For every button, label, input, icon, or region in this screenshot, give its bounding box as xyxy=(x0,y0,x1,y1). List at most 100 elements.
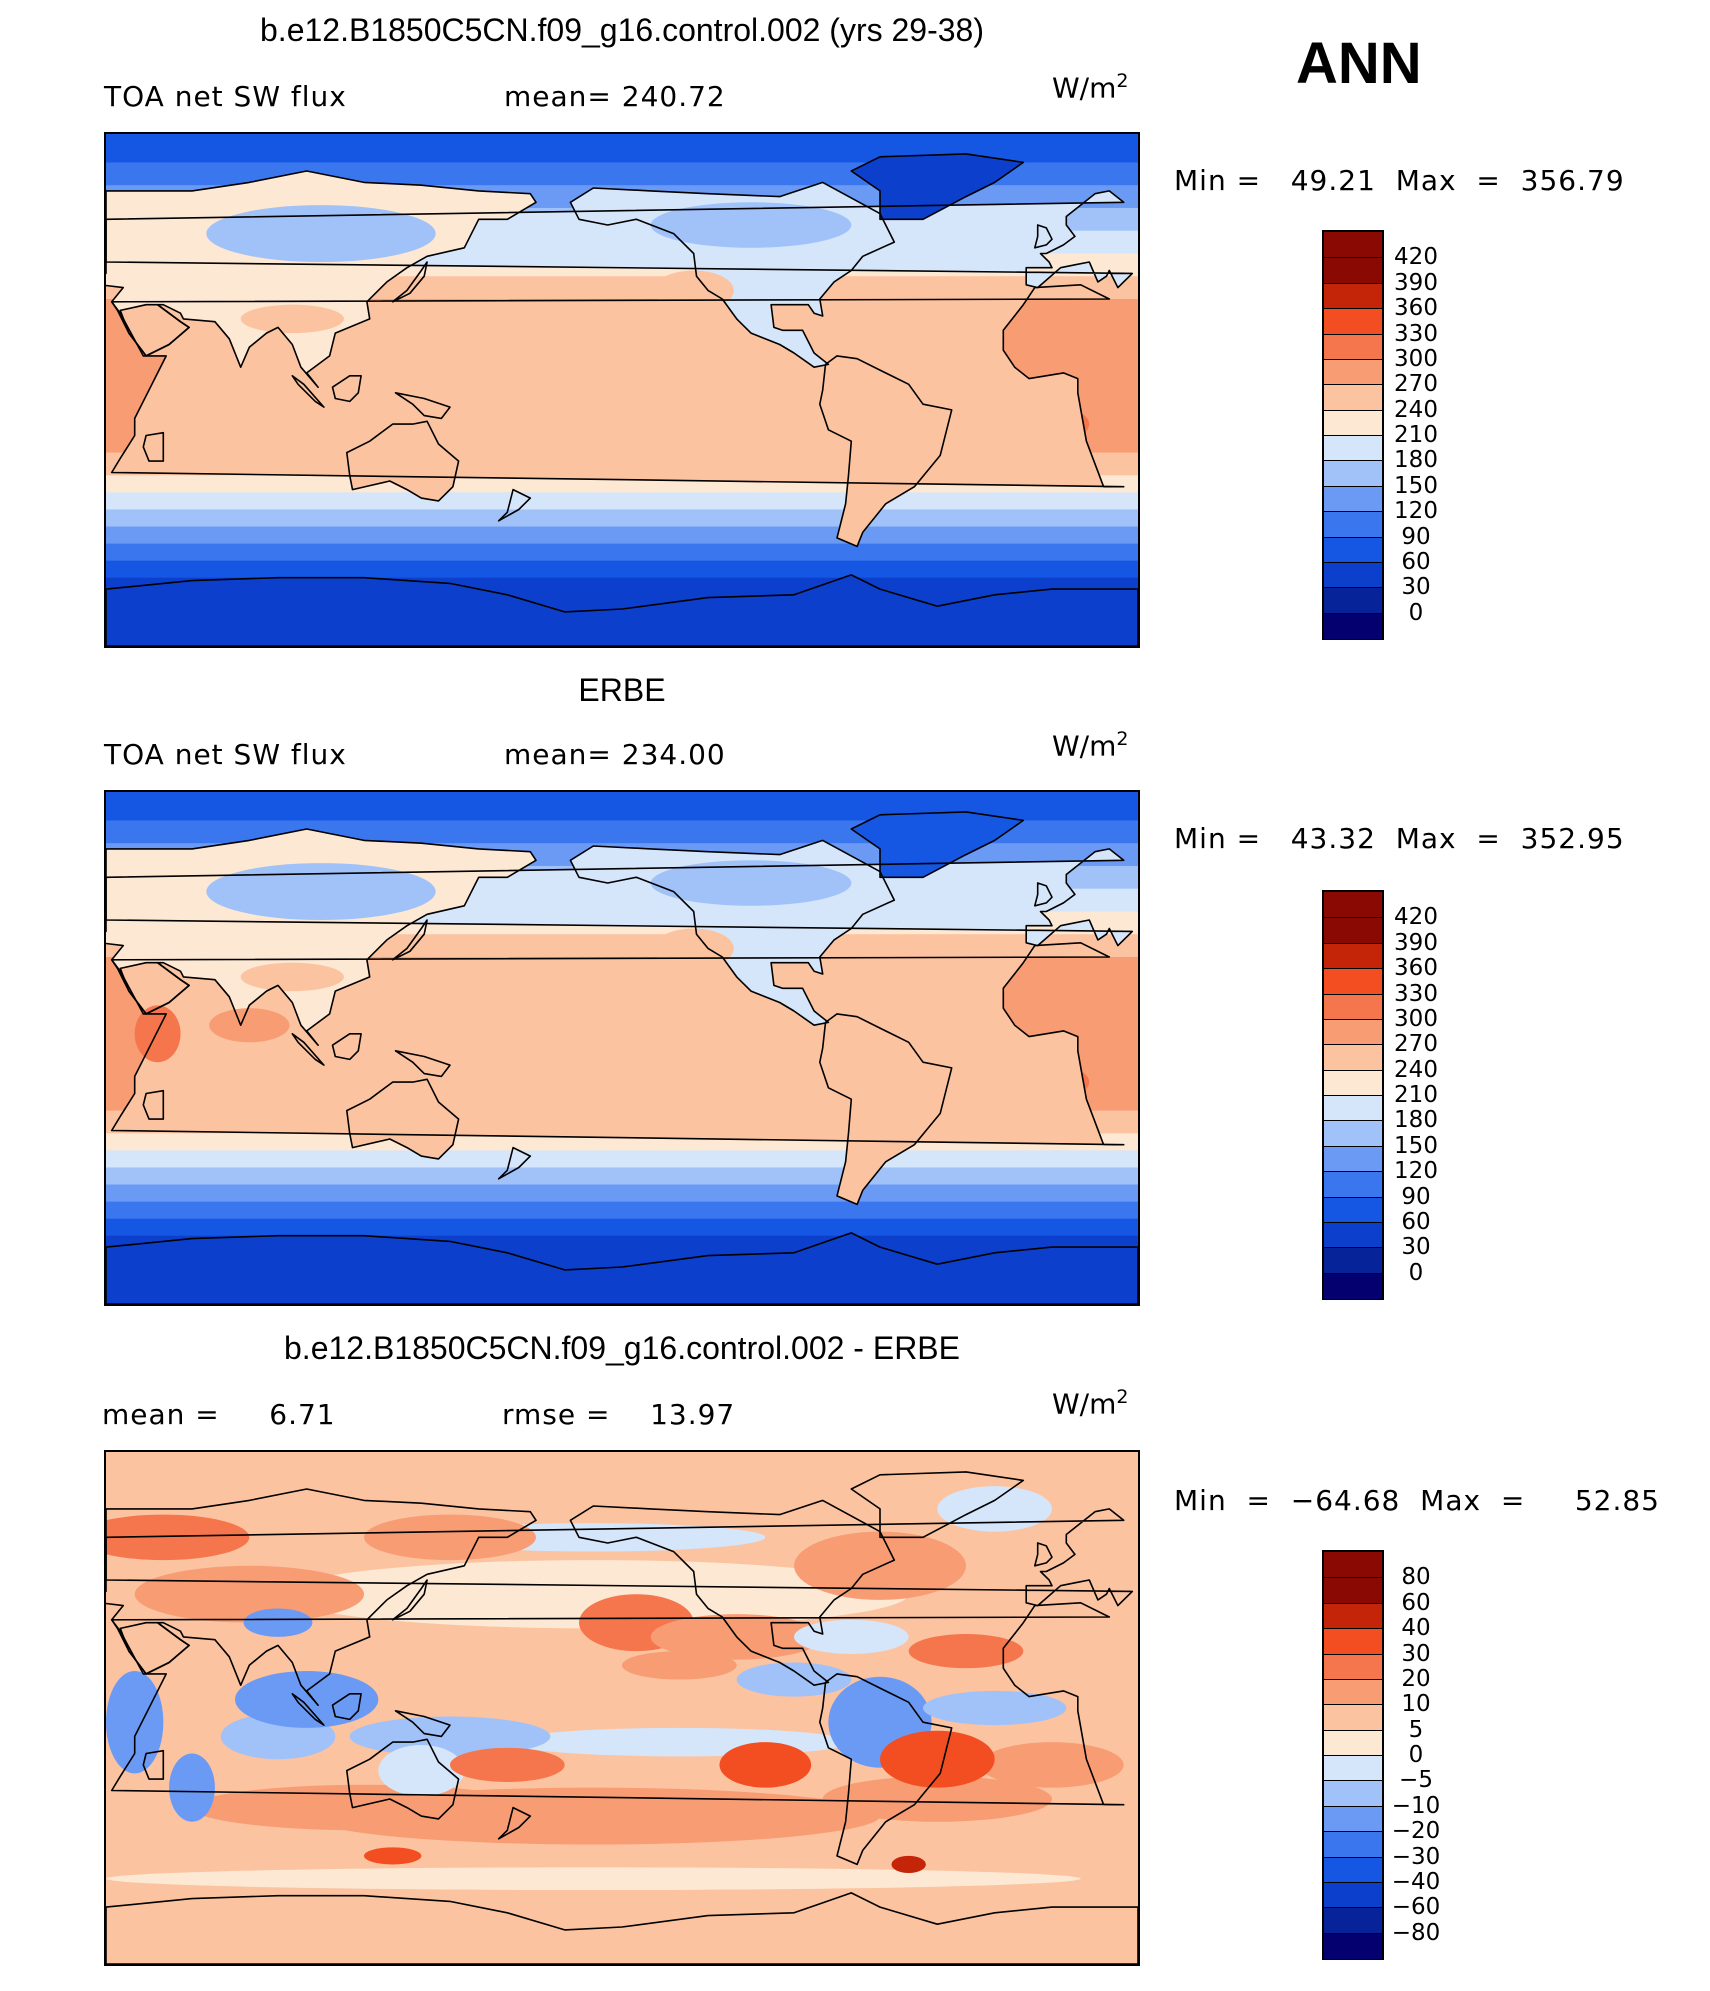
colorbar-boundary xyxy=(1324,1602,1382,1604)
coastline-australia xyxy=(346,1738,460,1820)
colorbar-boundary xyxy=(1324,1653,1382,1655)
zonal-band xyxy=(106,1167,1138,1186)
colorbar-tick-label: 90 xyxy=(1401,1183,1431,1210)
colorbar-swatch xyxy=(1324,1272,1382,1299)
coastline-sumatra xyxy=(291,1033,325,1066)
coastline-newzealand xyxy=(497,1806,532,1840)
colorbar-boundary xyxy=(1324,1095,1382,1096)
colorbar-swatch xyxy=(1324,1120,1382,1147)
coastline-newzealand xyxy=(497,488,532,522)
colorbar-tick-label: 30 xyxy=(1401,1640,1431,1667)
colorbar-swatch xyxy=(1324,1805,1382,1832)
zonal-band xyxy=(106,560,1138,579)
colorbar-tick-label: −60 xyxy=(1391,1894,1441,1921)
colorbar-tick-label: 150 xyxy=(1394,1132,1438,1159)
colorbar-swatch xyxy=(1324,892,1382,918)
colorbar-tick-label: 0 xyxy=(1408,1259,1424,1286)
colorbar-tick-label: 330 xyxy=(1394,320,1438,347)
colorbar-swatch xyxy=(1324,1653,1382,1680)
field-feature xyxy=(650,860,852,906)
colorbar-tick-label: 300 xyxy=(1394,1005,1438,1032)
zonal-band xyxy=(106,1184,1138,1203)
colorbar-tick-label: 60 xyxy=(1401,1589,1431,1616)
coastline-eurasia xyxy=(106,1488,537,1706)
land-field-arabia xyxy=(120,304,190,356)
difference-feature xyxy=(794,1619,909,1654)
difference-feature xyxy=(923,1690,1067,1726)
coastline-antarctica xyxy=(106,1892,1138,1964)
difference-feature xyxy=(278,1560,909,1629)
zonal-band xyxy=(106,1201,1138,1220)
coastline-arabia xyxy=(119,961,190,1015)
colorbar-boundary xyxy=(1324,308,1382,310)
colorbar-swatch xyxy=(1324,942,1382,969)
colorbar-swatch xyxy=(1324,1145,1382,1172)
colorbar-swatch xyxy=(1324,1095,1382,1121)
colorbar-boundary xyxy=(1324,485,1382,487)
coastline-australia xyxy=(346,420,460,502)
panel-2-title: ERBE xyxy=(578,672,666,708)
colorbar-tick-label: 60 xyxy=(1401,548,1431,575)
land-field-arabia xyxy=(120,962,190,1014)
coastline-borneo xyxy=(331,1693,362,1721)
coastline-sumatra xyxy=(291,1693,325,1726)
colorbar-boundary xyxy=(1324,511,1382,513)
difference-feature xyxy=(736,1662,852,1697)
coastline-eurasia xyxy=(106,828,537,1046)
colorbar-boundary xyxy=(1324,1069,1382,1071)
colorbar-boundary xyxy=(1324,409,1382,411)
coastline-madagascar xyxy=(142,431,165,462)
colorbar-swatch xyxy=(1324,1171,1382,1197)
colorbar-boundary xyxy=(1324,1145,1382,1147)
coastline-antarctica xyxy=(106,574,1138,646)
field-feature xyxy=(134,1005,181,1063)
colorbar-boundary xyxy=(1324,1044,1382,1046)
coastline-africa xyxy=(110,1602,1125,1806)
coastline-africa xyxy=(110,284,1125,488)
colorbar-tick-label: 120 xyxy=(1394,498,1438,525)
colorbar-swatch xyxy=(1324,1678,1382,1705)
difference-feature xyxy=(106,1671,164,1774)
colorbar-tick-label: 210 xyxy=(1394,422,1438,448)
colorbar-tick-label: 270 xyxy=(1394,1031,1438,1058)
field-feature xyxy=(650,202,852,248)
difference-feature xyxy=(364,1514,536,1561)
difference-feature xyxy=(937,1486,1052,1532)
colorbar-tick-label: 420 xyxy=(1394,904,1438,931)
colorbar-boundary xyxy=(1324,1221,1382,1223)
colorbar-tick-label: −30 xyxy=(1391,1843,1441,1870)
coastline-newguinea xyxy=(394,392,451,420)
difference-feature xyxy=(908,1634,1024,1669)
difference-feature xyxy=(880,1730,995,1788)
coastline-europeW xyxy=(106,1508,1134,1607)
colorbar-boundary xyxy=(1324,587,1382,589)
colorbar-swatch xyxy=(1324,968,1382,994)
colorbar-tick-label: −40 xyxy=(1391,1868,1441,1895)
colorbar-boundary xyxy=(1324,1805,1382,1807)
colorbar-boundary xyxy=(1324,942,1382,944)
colorbar-swatch xyxy=(1324,1881,1382,1908)
zonal-band xyxy=(106,543,1138,562)
colorbar-tick-label: 270 xyxy=(1394,371,1438,398)
colorbar-swatch xyxy=(1324,409,1382,436)
coastline-japan xyxy=(391,919,428,961)
coastline-northAmerica xyxy=(569,1499,896,1686)
colorbar-boundary xyxy=(1324,358,1382,360)
coastline-antarctica xyxy=(106,1232,1138,1304)
colorbar-boundary xyxy=(1324,1729,1382,1731)
colorbar-tick-label: 240 xyxy=(1394,396,1438,423)
colorbar-swatch xyxy=(1324,232,1382,258)
colorbar-boundary xyxy=(1324,1881,1382,1883)
coastline-uk xyxy=(1034,224,1053,249)
coastline-eurasia xyxy=(106,170,537,388)
colorbar-boundary xyxy=(1324,1272,1382,1274)
colorbar-swatch xyxy=(1324,1780,1382,1807)
colorbar-boundary xyxy=(1324,993,1382,995)
field-feature xyxy=(240,962,344,992)
difference-feature xyxy=(106,1867,1081,1891)
colorbar-boundary xyxy=(1324,1831,1382,1833)
colorbar-boundary xyxy=(1324,1907,1382,1909)
colorbar-tick-label: 360 xyxy=(1394,295,1438,322)
colorbar-tick-label: 40 xyxy=(1401,1615,1431,1642)
colorbar-swatch xyxy=(1324,282,1382,309)
